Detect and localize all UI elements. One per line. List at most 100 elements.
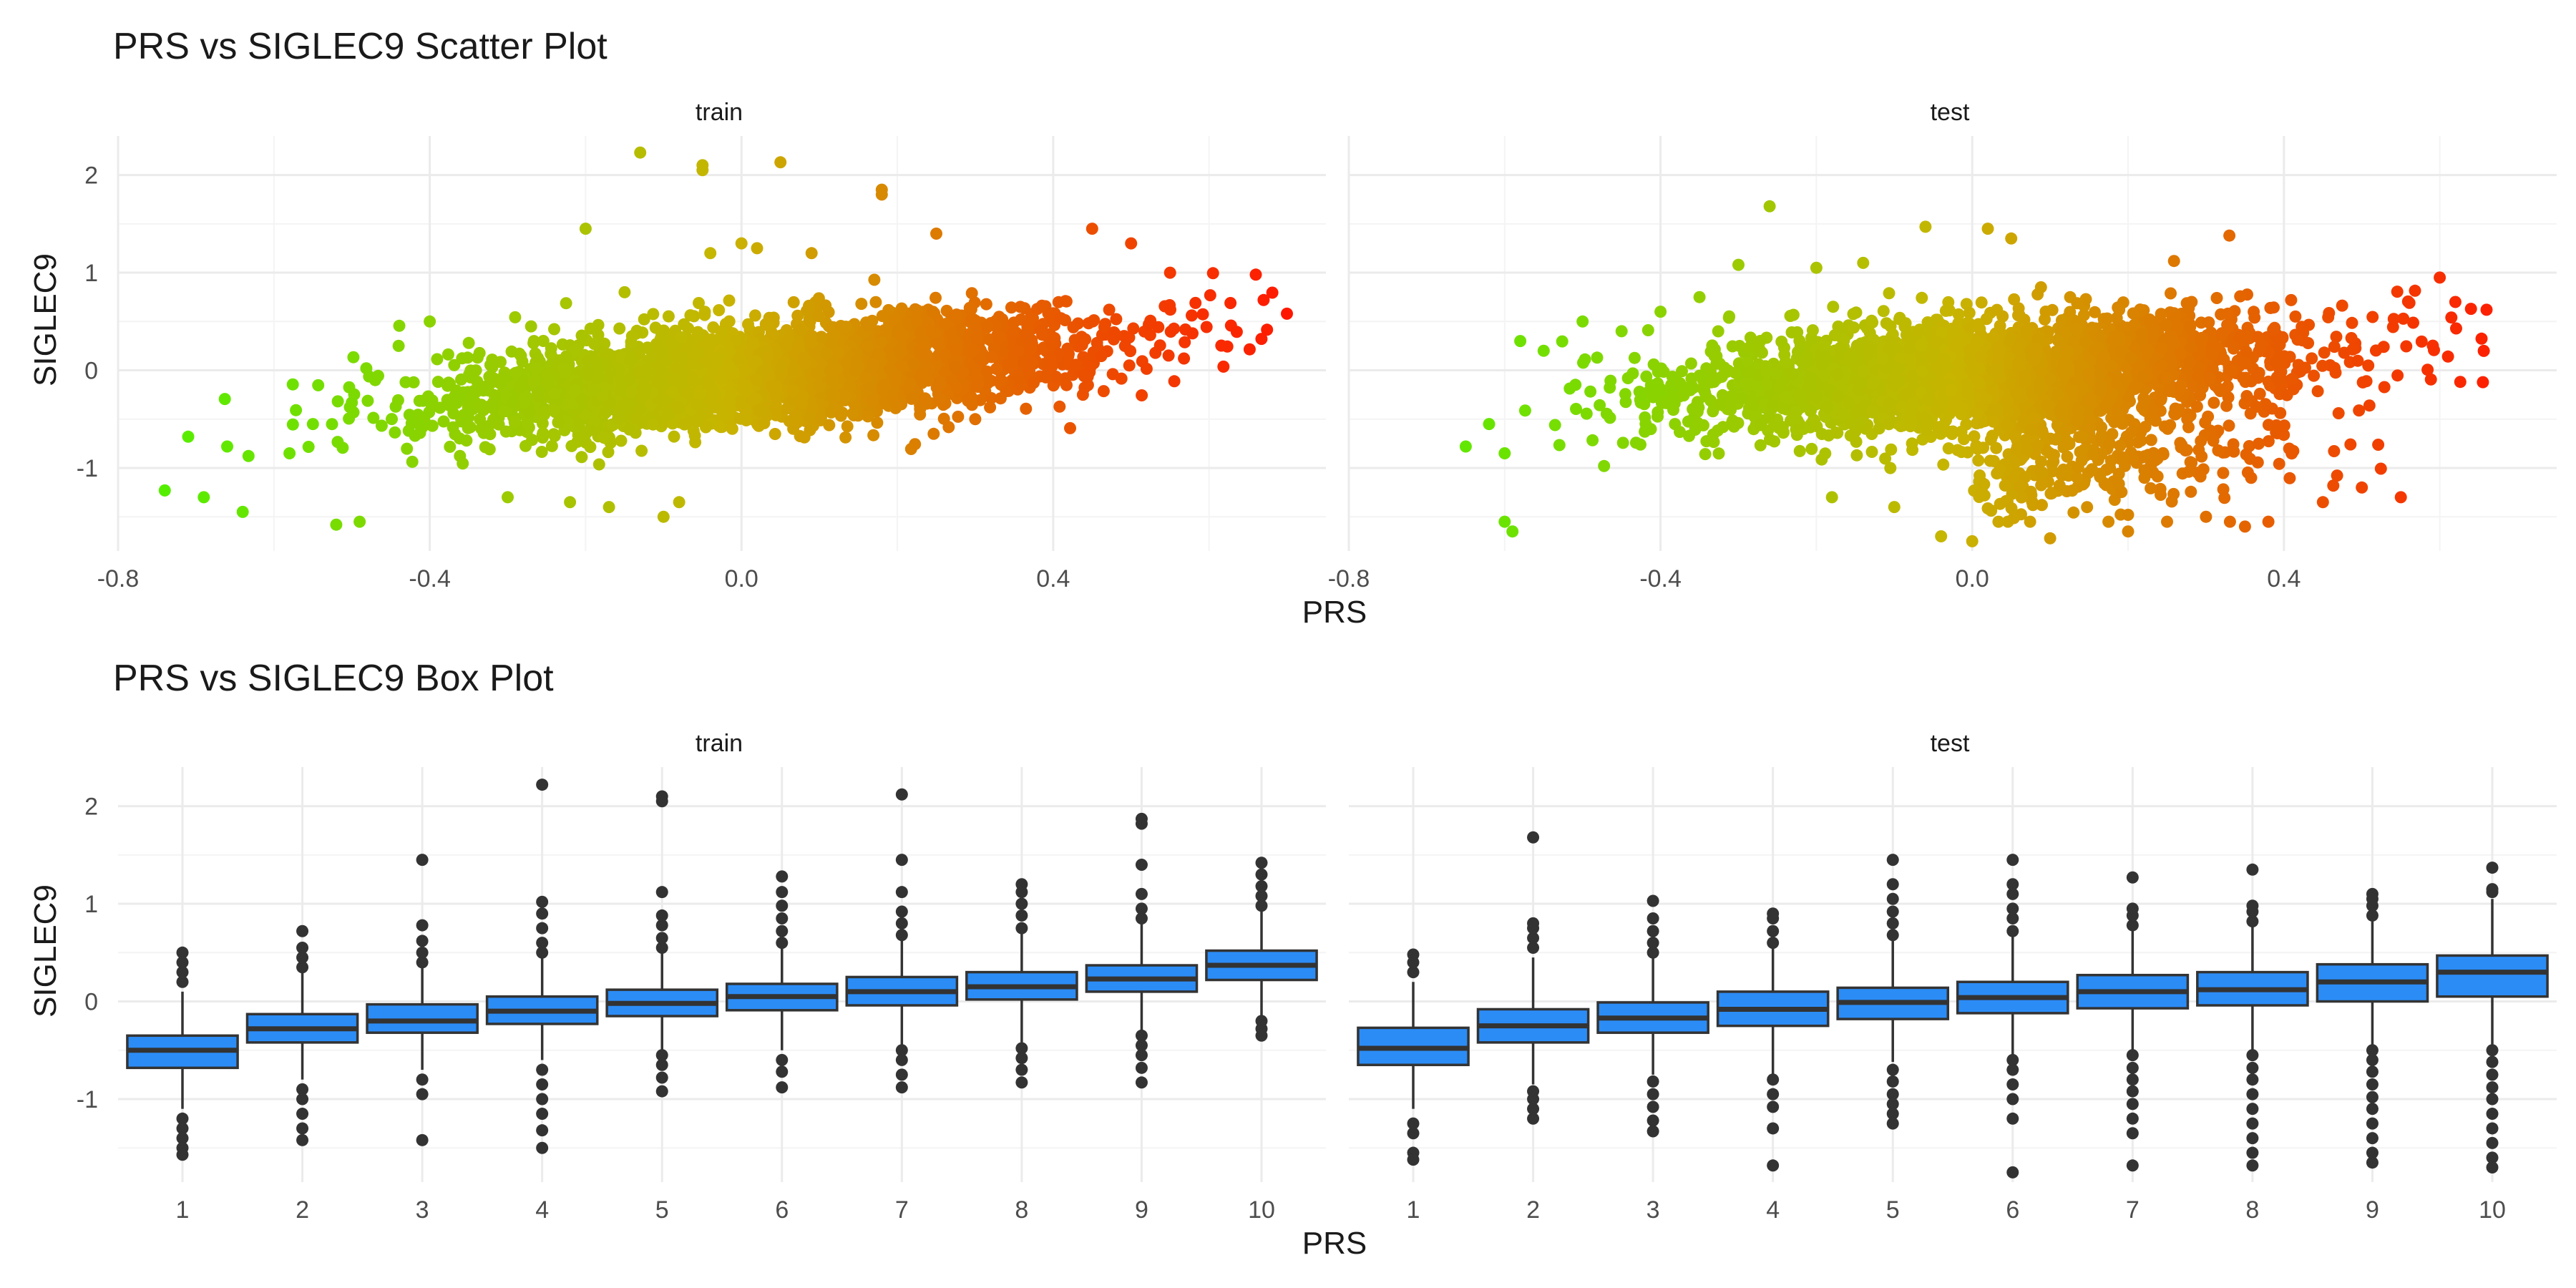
scatter-point <box>353 515 366 528</box>
scatter-point <box>867 394 879 406</box>
scatter-point <box>1064 421 1076 434</box>
scatter-point <box>914 408 927 421</box>
scatter-point <box>509 311 522 323</box>
scatter-point <box>670 349 683 362</box>
x-tick-label: 0.4 <box>2267 565 2301 592</box>
scatter-point <box>360 362 373 375</box>
y-tick-label: -1 <box>77 455 98 482</box>
scatter-point <box>2218 492 2231 504</box>
scatter-point <box>2332 407 2345 419</box>
scatter-point <box>406 455 419 468</box>
scatter-point <box>2066 484 2079 497</box>
scatter-point <box>588 384 601 396</box>
scatter-point <box>653 346 666 359</box>
scatter-point <box>361 394 374 407</box>
scatter-point <box>691 399 703 411</box>
scatter-point <box>1727 414 1739 427</box>
scatter-point <box>862 318 874 331</box>
scatter-point <box>1152 321 1165 333</box>
scatter-point <box>688 429 701 442</box>
x-tick-label: 0.0 <box>725 565 758 592</box>
scatter-point <box>2035 479 2048 492</box>
scatter-point <box>693 388 706 401</box>
scatter-point <box>1224 297 1237 309</box>
scatter-point <box>347 351 360 364</box>
scatter-point <box>799 357 811 370</box>
scatter-point <box>457 457 469 470</box>
scatter-point <box>897 360 910 373</box>
scatter-point <box>375 419 388 432</box>
scatter-point <box>820 347 833 360</box>
scatter-point <box>437 415 450 428</box>
scatter-point <box>1249 268 1262 281</box>
scatter-point <box>1598 459 1611 472</box>
scatter-point <box>939 318 952 331</box>
scatter-point <box>1963 306 1976 319</box>
scatter-point <box>680 387 693 399</box>
scatter-point <box>1806 324 1819 337</box>
scatter-point <box>1088 314 1101 327</box>
scatter-point <box>1972 454 1985 467</box>
scatter-point <box>1168 375 1181 388</box>
scatter-point <box>505 345 518 358</box>
scatter-point <box>742 318 754 331</box>
scatter-point <box>462 336 475 349</box>
scatter-point <box>794 323 806 336</box>
scatter-point <box>690 415 703 428</box>
y-tick-label: 2 <box>84 162 98 190</box>
scatter-point <box>965 303 977 316</box>
scatter-point <box>2378 381 2391 394</box>
scatter-point <box>2477 376 2489 389</box>
scatter-point <box>769 428 781 440</box>
scatter-point <box>2024 515 2036 528</box>
scatter-point <box>1189 296 1202 309</box>
scatter-point <box>1916 291 1928 304</box>
scatter-point <box>679 417 692 430</box>
scatter-point <box>509 366 522 379</box>
scatter-point <box>766 328 779 341</box>
scatter-point <box>869 296 882 308</box>
scatter-point <box>453 391 465 404</box>
scatter-point <box>877 379 890 392</box>
scatter-point <box>581 369 594 381</box>
scatter-point <box>1098 321 1111 333</box>
scatter-point <box>791 309 804 322</box>
scatter-point <box>545 439 558 452</box>
scatter-point <box>537 426 550 439</box>
scatter-point <box>716 372 728 385</box>
scatter-point <box>1787 308 1800 321</box>
scatter-point <box>774 156 787 169</box>
scatter-point <box>1020 332 1033 345</box>
scatter-point <box>658 324 670 337</box>
scatter-point <box>909 438 922 451</box>
scatter-point <box>513 380 526 393</box>
scatter-point <box>1059 295 1072 308</box>
scatter-point <box>560 297 572 310</box>
scatter-point <box>839 390 852 403</box>
scatter-point <box>615 384 628 396</box>
scatter-point <box>2403 296 2416 309</box>
scatter-point <box>588 338 600 351</box>
scatter-point <box>919 369 932 381</box>
scatter-point <box>462 351 474 364</box>
scatter-point <box>242 449 255 462</box>
scatter-point <box>1164 303 1176 316</box>
scatter-point <box>1200 321 1213 333</box>
scatter-point <box>701 378 714 390</box>
scatter-point <box>1008 316 1020 329</box>
scatter-point <box>391 394 404 406</box>
scatter-point <box>2345 332 2358 344</box>
scatter-point <box>592 361 605 374</box>
scatter-point <box>950 381 963 394</box>
scatter-point <box>992 375 1005 388</box>
scatter-point <box>716 407 729 419</box>
scatter-point <box>662 408 675 421</box>
scatter-point <box>1097 385 1110 398</box>
scatter-point <box>815 331 828 343</box>
scatter-point <box>2336 299 2348 312</box>
scatter-point <box>2274 406 2287 419</box>
scatter-point <box>904 377 917 390</box>
scatter-point <box>1053 400 1066 413</box>
scatter-point <box>1110 313 1123 326</box>
scatter-point <box>876 310 889 323</box>
